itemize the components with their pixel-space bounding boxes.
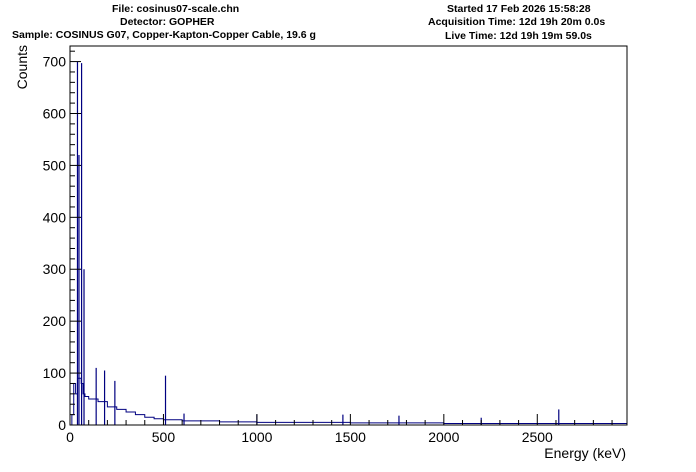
y-tick-label: 100 [43,365,67,381]
header-acquisition: Acquisition Time: 12d 19h 20m 0.0s [428,16,606,28]
y-tick-label: 600 [43,105,67,121]
x-tick-label: 0 [66,429,74,445]
y-tick-label: 400 [43,209,67,225]
header-started: Started 17 Feb 2026 15:58:28 [447,3,591,15]
ticks-layer: 0 500 1000 1500 2000 2500 0 100 200 300 400 500 600 7… [43,50,613,445]
x-tick-label: 2000 [428,429,459,445]
y-tick-label: 0 [58,417,66,433]
header-detector: Detector: GOPHER [120,16,215,28]
y-tick-label: 700 [43,54,67,70]
x-tick-label: 1500 [335,429,366,445]
plot-frame [69,45,628,426]
x-tick-label: 500 [152,429,176,445]
histogram-envelope [70,377,628,426]
x-axis-title: Energy (keV) [544,445,626,461]
y-tick-label: 500 [43,157,67,173]
header-sample: Sample: COSINUS G07, Copper-Kapton-Coppe… [12,29,316,41]
y-axis-title: Counts [14,45,30,89]
x-tick-label: 1000 [241,429,272,445]
histogram-layer [70,61,628,426]
x-tick-label: 2500 [522,429,553,445]
y-tick-label: 200 [43,313,67,329]
header-file: File: cosinus07-scale.chn [112,3,240,15]
header-live-time: Live Time: 12d 19h 19m 59.0s [445,30,592,42]
y-tick-label: 300 [43,261,67,277]
